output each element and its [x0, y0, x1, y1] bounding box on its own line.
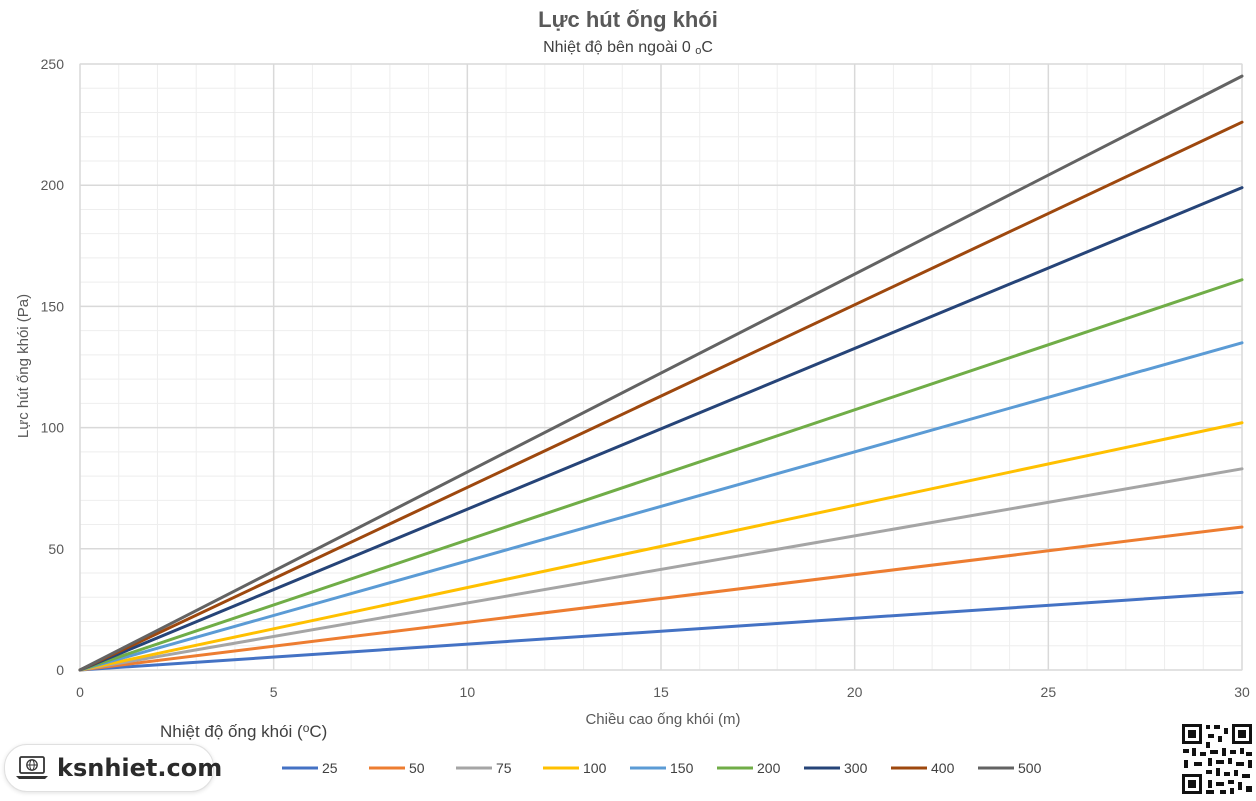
- x-tick-label: 5: [270, 684, 278, 700]
- legend-item-100: 100: [543, 760, 607, 776]
- legend-item-25: 25: [282, 760, 338, 776]
- brand-name: ksnhiet.com: [57, 754, 223, 782]
- legend-item-150: 150: [630, 760, 694, 776]
- legend-title: Nhiệt độ ống khói (oC): [160, 721, 327, 741]
- series-line-50: [78, 525, 1244, 672]
- legend-item-75: 75: [456, 760, 512, 776]
- legend-label: 25: [322, 760, 338, 776]
- y-tick-label: 200: [41, 177, 65, 193]
- x-tick-label: 30: [1234, 684, 1250, 700]
- series-lines: [78, 74, 1244, 672]
- series-line-400: [78, 120, 1244, 672]
- x-tick-label: 15: [653, 684, 669, 700]
- y-tick-label: 100: [41, 420, 65, 436]
- legend-label: 300: [844, 760, 868, 776]
- legend-item-300: 300: [804, 760, 868, 776]
- legend-item-500: 500: [978, 760, 1042, 776]
- series-line-150: [78, 341, 1244, 672]
- qr-code-icon: [1180, 722, 1254, 796]
- laptop-globe-icon: [15, 753, 49, 783]
- legend-label: 100: [583, 760, 607, 776]
- chart-subtitle: Nhiệt độ bên ngoài 0 oC: [543, 39, 713, 57]
- y-tick-label: 150: [41, 298, 65, 314]
- legend-label: 400: [931, 760, 955, 776]
- y-tick-label: 0: [56, 662, 64, 678]
- series-line-200: [78, 278, 1244, 672]
- brand-badge[interactable]: ksnhiet.com: [4, 744, 222, 792]
- series-line-100: [78, 421, 1244, 672]
- x-tick-label: 10: [460, 684, 476, 700]
- series-line-75: [78, 467, 1244, 672]
- legend-item-50: 50: [369, 760, 425, 776]
- y-axis-title: Lực hút ống khói (Pa): [15, 294, 32, 438]
- chart-title: Lực hút ống khói: [538, 7, 718, 32]
- series-line-25: [78, 590, 1244, 672]
- legend-label: 75: [496, 760, 512, 776]
- x-tick-labels: 0 5 10 15 20 25 30: [76, 684, 1250, 700]
- x-tick-label: 25: [1041, 684, 1057, 700]
- grid-major: [79, 63, 1243, 671]
- legend-label: 200: [757, 760, 781, 776]
- series-line-300: [78, 186, 1244, 672]
- legend: 25 50 75 100 150 200 300 400 500: [282, 760, 1042, 776]
- legend-label: 150: [670, 760, 694, 776]
- x-axis-title: Chiều cao ống khói (m): [585, 711, 740, 728]
- y-tick-label: 250: [41, 56, 65, 72]
- plot-frame: [79, 63, 1243, 671]
- plot-area-border: [79, 63, 1243, 671]
- y-tick-labels: 0 50 100 150 200 250: [41, 56, 65, 678]
- series-line-500: [78, 74, 1244, 672]
- y-tick-label: 50: [48, 541, 64, 557]
- legend-label: 500: [1018, 760, 1042, 776]
- legend-label: 50: [409, 760, 425, 776]
- legend-item-200: 200: [717, 760, 781, 776]
- x-tick-label: 0: [76, 684, 84, 700]
- legend-item-400: 400: [891, 760, 955, 776]
- x-tick-label: 20: [847, 684, 863, 700]
